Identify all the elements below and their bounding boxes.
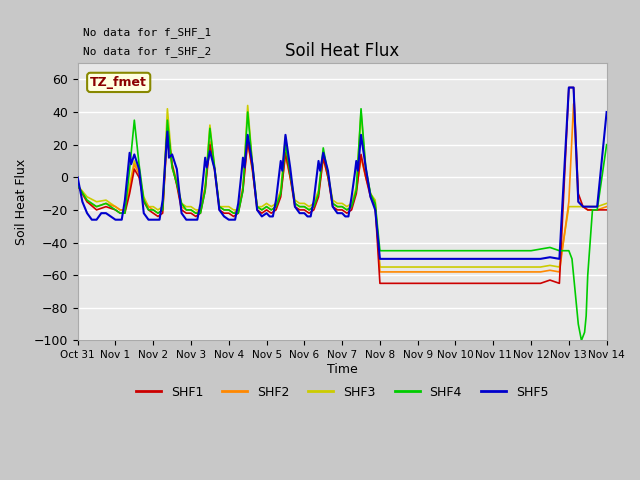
X-axis label: Time: Time	[327, 363, 358, 376]
Text: No data for f_SHF_2: No data for f_SHF_2	[83, 47, 211, 57]
Title: Soil Heat Flux: Soil Heat Flux	[285, 42, 399, 60]
Legend: SHF1, SHF2, SHF3, SHF4, SHF5: SHF1, SHF2, SHF3, SHF4, SHF5	[131, 381, 553, 404]
Text: No data for f_SHF_1: No data for f_SHF_1	[83, 27, 211, 38]
Y-axis label: Soil Heat Flux: Soil Heat Flux	[15, 158, 28, 245]
Text: TZ_fmet: TZ_fmet	[90, 76, 147, 89]
